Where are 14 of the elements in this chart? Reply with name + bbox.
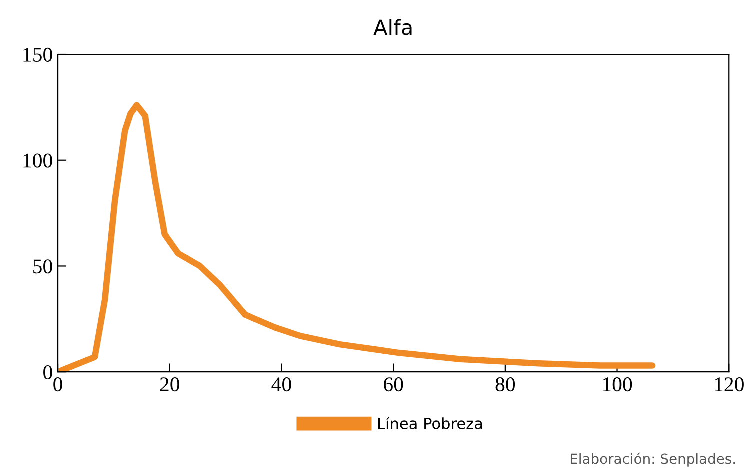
x-tick-label: 80 — [496, 378, 516, 392]
y-tick-label: 150 — [24, 48, 52, 62]
legend-label: Línea Pobreza — [378, 416, 482, 430]
x-tick-label: 40 — [272, 378, 292, 392]
chart-title: Alfa — [374, 19, 412, 36]
x-tick-label: 60 — [384, 378, 404, 392]
x-tick-label: 0 — [54, 378, 62, 392]
y-tick-label: 0 — [44, 365, 52, 380]
y-tick-label: 50 — [34, 260, 52, 274]
text: Elaboración: Senplades. — [570, 452, 736, 467]
x-tick-label: 100 — [603, 378, 632, 392]
y-tick-label: 100 — [24, 154, 52, 168]
x-tick-label: 120 — [715, 378, 744, 392]
x-tick-label: 20 — [160, 378, 180, 392]
